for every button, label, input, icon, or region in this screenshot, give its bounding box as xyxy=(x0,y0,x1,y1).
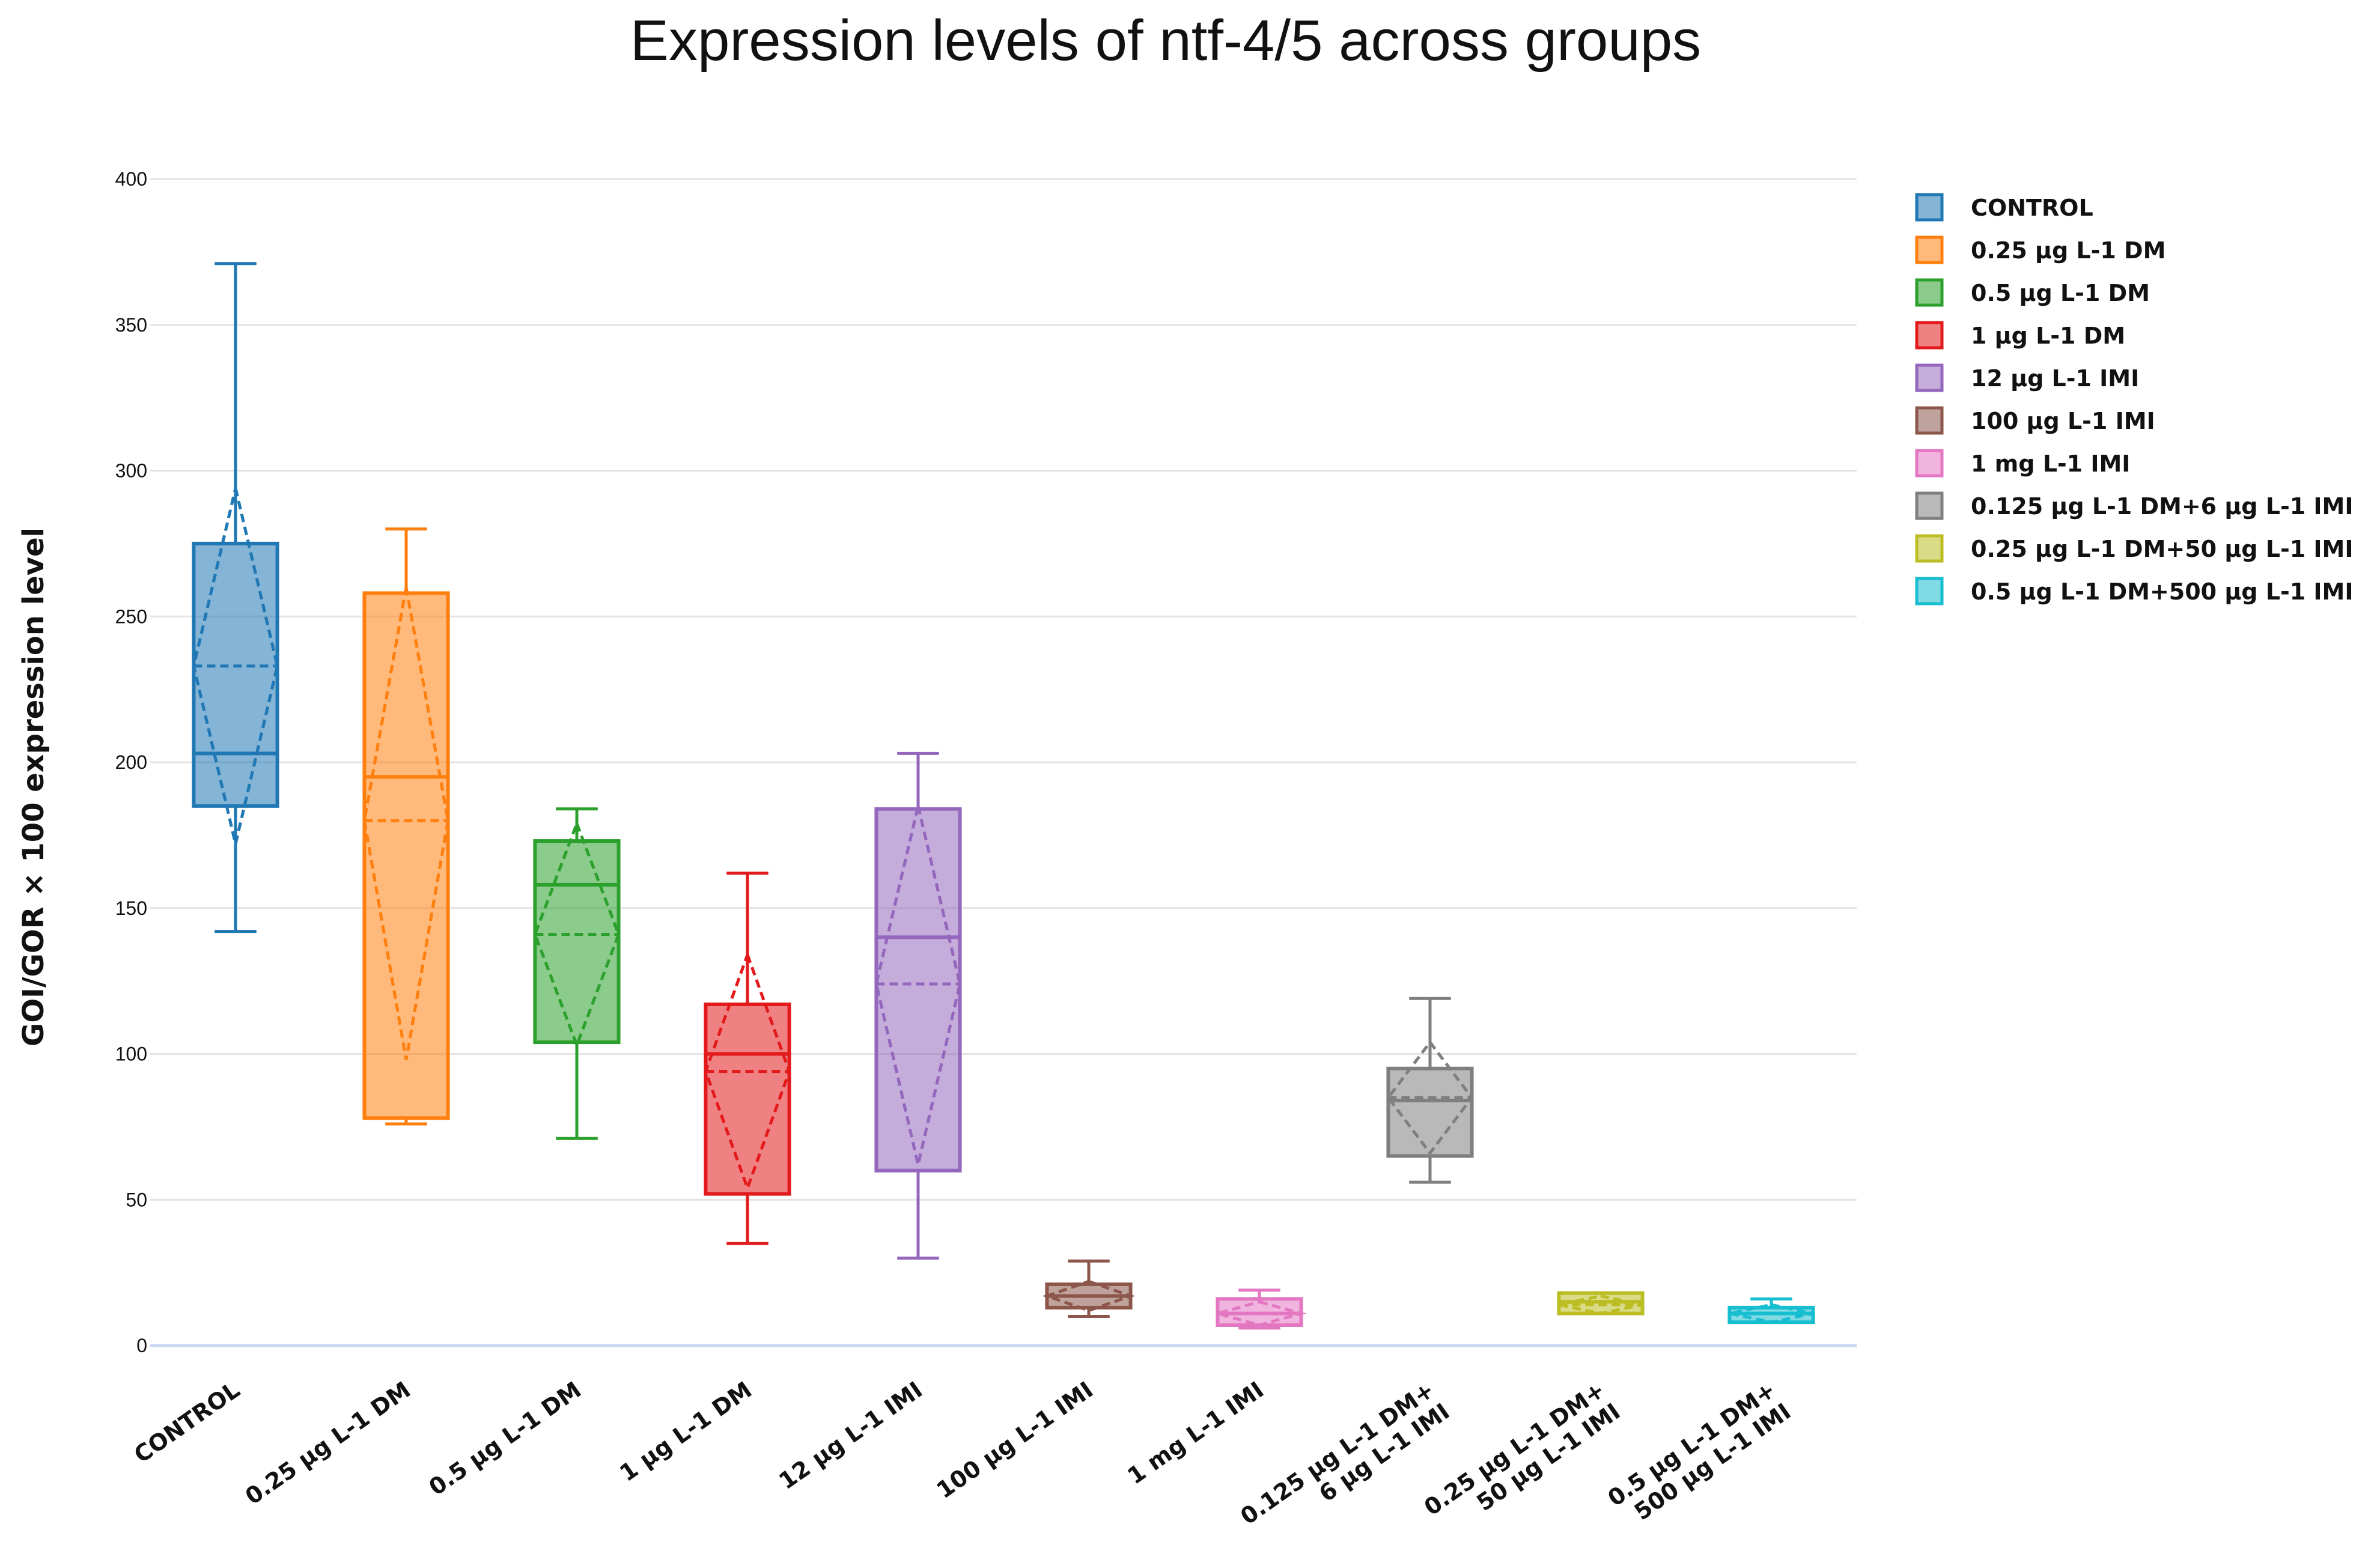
sd-diamond xyxy=(362,587,450,1060)
sd-diamond xyxy=(1729,1303,1814,1324)
sd-diamond xyxy=(1558,1294,1643,1316)
legend-item[interactable]: 1 mg L-1 IMI xyxy=(1915,449,2130,478)
x-tick-label-line: 1 mg L-1 IMI xyxy=(1122,1376,1268,1489)
legend-label: 100 µg L-1 IMI xyxy=(1971,408,2155,434)
legend-label: 0.5 µg L-1 DM xyxy=(1971,280,2150,306)
box-group xyxy=(1557,1291,1645,1316)
legend-swatch xyxy=(1915,449,1944,478)
x-tick-label: 1 µg L-1 DM xyxy=(615,1376,756,1486)
sd-diamond xyxy=(1386,1039,1474,1156)
box-group xyxy=(1212,1288,1307,1330)
sd-diamond xyxy=(704,950,791,1193)
x-tick-label: 0.5 µg L-1 DM+500 µg L-1 IMI xyxy=(1603,1376,1796,1533)
x-tick-label: 0.5 µg L-1 DM xyxy=(424,1376,586,1501)
legend-label: 0.25 µg L-1 DM xyxy=(1971,237,2165,264)
x-tick-label-line: 1 µg L-1 DM xyxy=(615,1376,756,1486)
legend-item[interactable]: 0.125 µg L-1 DM+6 µg L-1 IMI xyxy=(1915,491,2353,520)
x-tick-label: 100 µg L-1 IMI xyxy=(932,1376,1098,1504)
sd-diamond xyxy=(1212,1300,1307,1327)
box-group xyxy=(533,807,621,1140)
y-tick-label: 0 xyxy=(136,1335,147,1356)
box xyxy=(874,807,962,1173)
legend-swatch xyxy=(1915,193,1944,222)
chart-title: Expression levels of ntf-4/5 across grou… xyxy=(630,8,1701,73)
x-tick-label-line: 0.25 µg L-1 DM xyxy=(240,1376,415,1510)
y-axis: 0 50 100 150 200 250 300 350 400 xyxy=(115,168,147,1356)
box-group xyxy=(1727,1297,1815,1325)
x-tick-label: 12 µg L-1 IMI xyxy=(774,1376,927,1495)
box-group xyxy=(874,751,962,1260)
x-tick-label: CONTROL xyxy=(129,1376,245,1468)
x-tick-label: 1 mg L-1 IMI xyxy=(1122,1376,1268,1489)
legend-label: 1 mg L-1 IMI xyxy=(1971,451,2130,477)
y-tick-label: 300 xyxy=(115,460,147,482)
x-tick-label: 0.25 µg L-1 DM xyxy=(240,1376,415,1510)
legend-label: 0.125 µg L-1 DM+6 µg L-1 IMI xyxy=(1971,493,2353,520)
legend-label: 0.5 µg L-1 DM+500 µg L-1 IMI xyxy=(1971,578,2353,605)
legend-item[interactable]: 0.5 µg L-1 DM xyxy=(1915,278,2150,307)
box-group xyxy=(192,262,279,933)
legend-item[interactable]: 12 µg L-1 IMI xyxy=(1915,363,2139,392)
y-tick-label: 50 xyxy=(126,1189,147,1210)
legend-swatch xyxy=(1915,363,1944,392)
box-group xyxy=(362,527,450,1126)
sd-diamond xyxy=(192,488,279,845)
x-tick-label-line: CONTROL xyxy=(129,1376,245,1468)
x-tick-label: 0.125 µg L-1 DM+6 µg L-1 IMI xyxy=(1235,1376,1454,1552)
y-tick-label: 100 xyxy=(115,1043,147,1065)
y-tick-label: 350 xyxy=(115,314,147,336)
sd-diamond xyxy=(1042,1279,1136,1313)
box xyxy=(362,591,450,1120)
y-tick-label: 400 xyxy=(115,168,147,190)
legend-label: CONTROL xyxy=(1971,195,2093,221)
y-tick-label: 250 xyxy=(115,606,147,627)
legend-item[interactable]: 1 µg L-1 DM xyxy=(1915,321,2125,350)
legend-item[interactable]: 0.25 µg L-1 DM+50 µg L-1 IMI xyxy=(1915,534,2353,563)
legend-swatch xyxy=(1915,577,1944,606)
legend-swatch xyxy=(1915,491,1944,520)
box-group xyxy=(1386,997,1474,1184)
legend-item[interactable]: 0.5 µg L-1 DM+500 µg L-1 IMI xyxy=(1915,577,2353,606)
legend-item[interactable]: 100 µg L-1 IMI xyxy=(1915,406,2155,435)
x-tick-label: 0.25 µg L-1 DM+50 µg L-1 IMI xyxy=(1419,1376,1625,1542)
y-tick-label: 200 xyxy=(115,751,147,773)
x-tick-label-line: 12 µg L-1 IMI xyxy=(774,1376,927,1495)
legend-swatch xyxy=(1915,406,1944,435)
legend: CONTROL 0.25 µg L-1 DM 0.5 µg L-1 DM 1 µg L… xyxy=(1915,193,2353,606)
box-group xyxy=(1042,1259,1136,1318)
legend-label: 1 µg L-1 DM xyxy=(1971,323,2125,349)
box-group xyxy=(704,871,791,1245)
legend-item[interactable]: CONTROL xyxy=(1915,193,2093,222)
legend-item[interactable]: 0.25 µg L-1 DM xyxy=(1915,235,2165,264)
box xyxy=(533,839,621,1045)
legend-swatch xyxy=(1915,278,1944,307)
box xyxy=(1386,1066,1474,1158)
x-tick-label-line: 0.5 µg L-1 DM xyxy=(424,1376,586,1501)
y-axis-label: GOI/GOR × 100 expression level xyxy=(17,527,50,1046)
legend-label: 0.25 µg L-1 DM+50 µg L-1 IMI xyxy=(1971,536,2353,562)
plot-area xyxy=(192,262,1815,1330)
box xyxy=(192,541,279,808)
legend-label: 12 µg L-1 IMI xyxy=(1971,365,2139,392)
legend-swatch xyxy=(1915,235,1944,264)
x-tick-label-line: 100 µg L-1 IMI xyxy=(932,1376,1098,1504)
legend-swatch xyxy=(1915,321,1944,350)
y-tick-label: 150 xyxy=(115,897,147,919)
legend-swatch xyxy=(1915,534,1944,563)
sd-diamond xyxy=(874,806,962,1165)
